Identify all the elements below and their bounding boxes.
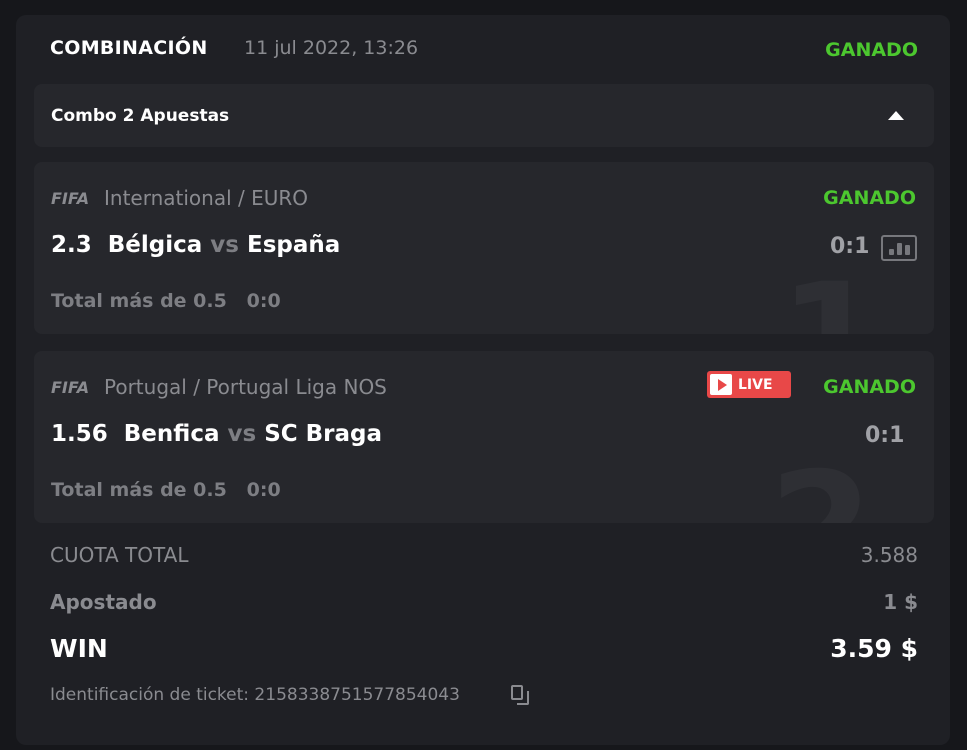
match-score: 0:1 xyxy=(865,423,905,448)
combo-label: Combo 2 Apuestas xyxy=(51,106,230,126)
odds: 1.56 xyxy=(51,421,108,447)
bet-selection-1: 1 FIFA International / EURO GANADO 2.3 B… xyxy=(34,162,934,334)
combo-toggle[interactable]: Combo 2 Apuestas xyxy=(34,84,934,147)
selection-status: GANADO xyxy=(823,376,916,398)
total-odds-value: 3.588 xyxy=(860,543,918,567)
live-badge: LIVE xyxy=(707,371,791,398)
stake-value: 1 $ xyxy=(883,590,918,614)
league-name: International / EURO xyxy=(104,186,309,210)
market: Total más de 0.5 0:0 xyxy=(51,290,281,312)
win-label: WIN xyxy=(50,634,108,663)
fifa-logo-icon: FIFA xyxy=(51,189,90,208)
home-team: Benfica xyxy=(123,421,220,447)
vs-label: vs xyxy=(210,232,239,258)
away-team: SC Braga xyxy=(264,421,383,447)
vs-label: vs xyxy=(227,421,257,447)
live-label: LIVE xyxy=(738,376,773,393)
match-line: 2.3 Bélgica vs España xyxy=(51,232,340,258)
selection-number: 1 xyxy=(779,264,883,334)
selection-number: 2 xyxy=(769,453,873,523)
away-team: España xyxy=(247,232,341,258)
ticket-id: Identificación de ticket: 21583387515778… xyxy=(50,685,460,705)
chevron-up-icon[interactable] xyxy=(888,111,904,120)
odds: 2.3 xyxy=(51,232,92,258)
market: Total más de 0.5 0:0 xyxy=(51,479,281,501)
play-icon xyxy=(710,374,732,395)
bet-selection-2: 2 FIFA Portugal / Portugal Liga NOS LIVE… xyxy=(34,351,934,523)
league-name: Portugal / Portugal Liga NOS xyxy=(104,375,387,399)
win-value: 3.59 $ xyxy=(830,634,918,663)
total-odds-label: CUOTA TOTAL xyxy=(50,543,189,567)
status-badge: GANADO xyxy=(825,39,918,61)
bet-type-title: COMBINACIÓN xyxy=(50,37,208,59)
copy-icon[interactable] xyxy=(511,685,531,705)
stats-icon[interactable] xyxy=(881,235,917,261)
stake-label: Apostado xyxy=(50,590,157,614)
bet-ticket-card: COMBINACIÓN 11 jul 2022, 13:26 GANADO Co… xyxy=(16,15,950,745)
fifa-logo-icon: FIFA xyxy=(51,378,90,397)
selection-status: GANADO xyxy=(823,187,916,209)
match-line: 1.56 Benfica vs SC Braga xyxy=(51,421,382,447)
home-team: Bélgica xyxy=(107,232,203,258)
bet-date: 11 jul 2022, 13:26 xyxy=(244,37,419,59)
match-score: 0:1 xyxy=(830,234,870,259)
